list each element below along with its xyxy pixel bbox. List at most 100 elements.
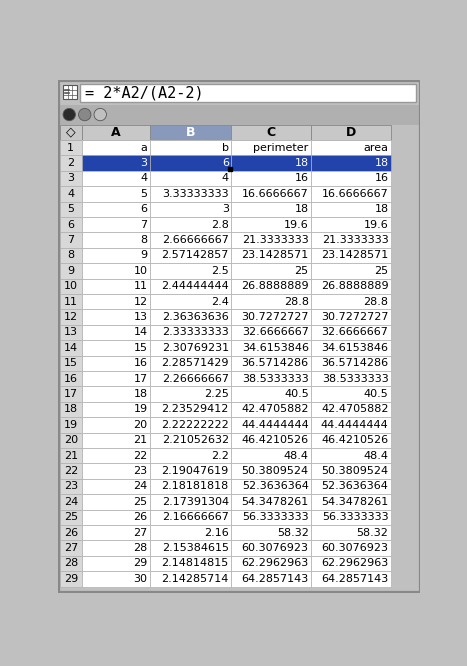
Text: 11: 11 bbox=[64, 296, 78, 306]
Bar bbox=[82, 356, 150, 371]
Bar bbox=[150, 571, 231, 587]
Text: 62.2962963: 62.2962963 bbox=[321, 559, 389, 569]
Bar bbox=[150, 386, 231, 402]
Text: 9: 9 bbox=[141, 250, 148, 260]
Bar bbox=[231, 310, 311, 325]
Bar bbox=[231, 464, 311, 479]
Text: 16.6666667: 16.6666667 bbox=[322, 189, 389, 199]
Text: 30.7272727: 30.7272727 bbox=[241, 312, 309, 322]
Bar bbox=[311, 494, 391, 509]
Text: 2.33333333: 2.33333333 bbox=[162, 328, 229, 338]
Bar bbox=[60, 556, 82, 571]
Text: 5: 5 bbox=[67, 204, 74, 214]
Bar bbox=[150, 232, 231, 248]
Text: 29: 29 bbox=[133, 559, 148, 569]
Bar bbox=[231, 571, 311, 587]
Circle shape bbox=[94, 109, 106, 121]
Bar bbox=[60, 540, 82, 556]
Bar bbox=[231, 525, 311, 540]
Bar bbox=[311, 155, 391, 170]
Text: 56.3333333: 56.3333333 bbox=[322, 512, 389, 522]
Text: 3: 3 bbox=[141, 158, 148, 168]
Text: 18: 18 bbox=[295, 158, 309, 168]
Bar bbox=[80, 84, 416, 103]
Text: 42.4705882: 42.4705882 bbox=[241, 404, 309, 414]
Text: 2.2: 2.2 bbox=[211, 451, 229, 461]
Bar bbox=[311, 556, 391, 571]
Text: B: B bbox=[186, 126, 195, 139]
Bar bbox=[231, 248, 311, 263]
Text: 25: 25 bbox=[375, 266, 389, 276]
Bar bbox=[82, 525, 150, 540]
Bar bbox=[150, 433, 231, 448]
Text: 40.5: 40.5 bbox=[284, 389, 309, 399]
Text: 58.32: 58.32 bbox=[357, 527, 389, 537]
Text: A: A bbox=[111, 126, 120, 139]
Text: 2.14814815: 2.14814815 bbox=[162, 559, 229, 569]
Text: 2.26666667: 2.26666667 bbox=[162, 374, 229, 384]
Bar bbox=[60, 448, 82, 464]
Bar bbox=[311, 386, 391, 402]
Text: 2.8: 2.8 bbox=[211, 220, 229, 230]
Text: 25: 25 bbox=[64, 512, 78, 522]
Text: 21.3333333: 21.3333333 bbox=[242, 235, 309, 245]
Text: 10: 10 bbox=[134, 266, 148, 276]
Bar bbox=[60, 248, 82, 263]
Bar bbox=[60, 186, 82, 202]
Text: 62.2962963: 62.2962963 bbox=[241, 559, 309, 569]
Text: 2.16: 2.16 bbox=[204, 527, 229, 537]
Text: 60.3076923: 60.3076923 bbox=[321, 543, 389, 553]
Text: perimeter: perimeter bbox=[254, 143, 309, 153]
Text: 34.6153846: 34.6153846 bbox=[321, 343, 389, 353]
Bar bbox=[231, 417, 311, 433]
Text: 6: 6 bbox=[67, 220, 74, 230]
Bar bbox=[60, 525, 82, 540]
Text: 19: 19 bbox=[134, 404, 148, 414]
Bar bbox=[82, 310, 150, 325]
Bar bbox=[311, 325, 391, 340]
Bar bbox=[311, 278, 391, 294]
Text: 22: 22 bbox=[133, 451, 148, 461]
Text: 16.6666667: 16.6666667 bbox=[242, 189, 309, 199]
Bar bbox=[311, 448, 391, 464]
Bar bbox=[82, 232, 150, 248]
Bar bbox=[231, 556, 311, 571]
Bar bbox=[82, 278, 150, 294]
Text: 28: 28 bbox=[64, 559, 78, 569]
Text: 2.66666667: 2.66666667 bbox=[162, 235, 229, 245]
Text: 13: 13 bbox=[134, 312, 148, 322]
Bar bbox=[82, 170, 150, 186]
Text: 48.4: 48.4 bbox=[363, 451, 389, 461]
Text: 25: 25 bbox=[295, 266, 309, 276]
Bar bbox=[311, 356, 391, 371]
Text: 27: 27 bbox=[64, 543, 78, 553]
Text: 46.4210526: 46.4210526 bbox=[241, 436, 309, 446]
Text: 32.6666667: 32.6666667 bbox=[322, 328, 389, 338]
Text: 2.25: 2.25 bbox=[204, 389, 229, 399]
Bar bbox=[82, 433, 150, 448]
Text: 29: 29 bbox=[64, 574, 78, 584]
Bar bbox=[231, 202, 311, 217]
Bar bbox=[82, 325, 150, 340]
Bar bbox=[82, 556, 150, 571]
Text: 23.1428571: 23.1428571 bbox=[321, 250, 389, 260]
Text: 26: 26 bbox=[64, 527, 78, 537]
Text: 17: 17 bbox=[64, 389, 78, 399]
Text: 2.19047619: 2.19047619 bbox=[162, 466, 229, 476]
Text: 2.28571429: 2.28571429 bbox=[162, 358, 229, 368]
Text: 7: 7 bbox=[67, 235, 74, 245]
Bar bbox=[150, 278, 231, 294]
Text: 38.5333333: 38.5333333 bbox=[322, 374, 389, 384]
Text: 21: 21 bbox=[134, 436, 148, 446]
Bar bbox=[150, 356, 231, 371]
Bar bbox=[60, 571, 82, 587]
Text: 4: 4 bbox=[222, 173, 229, 183]
Bar bbox=[82, 417, 150, 433]
Text: D: D bbox=[346, 126, 356, 139]
Text: 2.18181818: 2.18181818 bbox=[162, 482, 229, 492]
Text: 44.4444444: 44.4444444 bbox=[241, 420, 309, 430]
Text: 2: 2 bbox=[67, 158, 74, 168]
Bar bbox=[231, 263, 311, 278]
Text: 21.3333333: 21.3333333 bbox=[322, 235, 389, 245]
Bar bbox=[231, 140, 311, 155]
